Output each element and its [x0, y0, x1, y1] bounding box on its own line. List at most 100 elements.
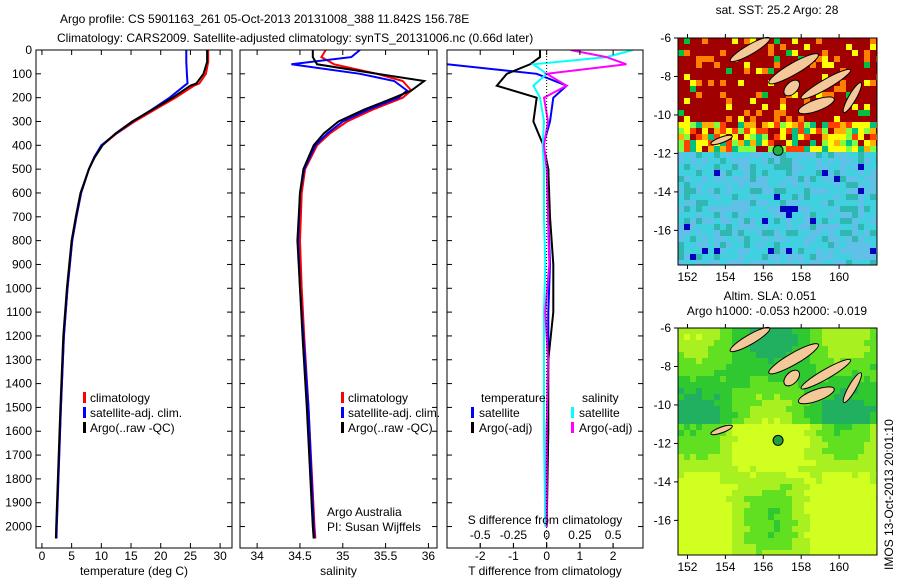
map-cell: [798, 134, 804, 140]
map-cell: [852, 62, 858, 68]
map-cell: [858, 358, 864, 364]
map-cell: [846, 254, 852, 260]
map-cell: [780, 248, 786, 254]
map-cell: [690, 538, 696, 544]
map-cell: [678, 116, 684, 122]
map-cell: [696, 164, 702, 170]
map-cell: [768, 176, 774, 182]
map-cell: [726, 146, 732, 152]
map-cell: [726, 478, 732, 484]
map-cell: [762, 346, 768, 352]
map-cell: [792, 50, 798, 56]
map-cell: [708, 454, 714, 460]
map-cell: [684, 122, 690, 128]
map-cell: [828, 436, 834, 442]
map-cell: [798, 158, 804, 164]
map-cell: [870, 466, 876, 472]
map-cell: [696, 448, 702, 454]
map-cell: [678, 146, 684, 152]
map-cell: [684, 104, 690, 110]
map-cell: [858, 412, 864, 418]
map-cell: [840, 346, 846, 352]
map-cell: [786, 394, 792, 400]
map-cell: [792, 248, 798, 254]
y-tick-label: 0: [25, 43, 32, 57]
map-cell: [798, 80, 804, 86]
map-cell: [720, 394, 726, 400]
map-cell: [744, 86, 750, 92]
map-cell: [732, 352, 738, 358]
map-cell: [834, 406, 840, 412]
map-cell: [816, 50, 822, 56]
map-cell: [828, 442, 834, 448]
map-cell: [744, 526, 750, 532]
map-cell: [810, 400, 816, 406]
map-cell: [822, 412, 828, 418]
map-cell: [756, 170, 762, 176]
map-cell: [678, 188, 684, 194]
map-cell: [846, 442, 852, 448]
map-cell: [858, 364, 864, 370]
map-cell: [858, 50, 864, 56]
map-cell: [732, 218, 738, 224]
map-cell: [690, 182, 696, 188]
map-cell: [798, 520, 804, 526]
map-cell: [834, 466, 840, 472]
map-cell: [780, 122, 786, 128]
map-cell: [858, 140, 864, 146]
map-cell: [714, 388, 720, 394]
map-cell: [690, 206, 696, 212]
map-cell: [678, 424, 684, 430]
map-cell: [780, 230, 786, 236]
map-cell: [786, 104, 792, 110]
map-cell: [804, 508, 810, 514]
map-cell: [870, 146, 876, 152]
map-cell: [852, 346, 858, 352]
map-cell: [702, 466, 708, 472]
map-cell: [738, 80, 744, 86]
map-cell: [858, 466, 864, 472]
map-cell: [810, 406, 816, 412]
map-cell: [762, 248, 768, 254]
map-cell: [756, 490, 762, 496]
map-cell: [786, 188, 792, 194]
map-cell: [750, 514, 756, 520]
map-cell: [846, 484, 852, 490]
map-cell: [870, 382, 876, 388]
map-cell: [774, 508, 780, 514]
map-cell: [810, 206, 816, 212]
map-cell: [768, 98, 774, 104]
map-cell: [822, 128, 828, 134]
map-cell: [804, 334, 810, 340]
map-cell: [774, 56, 780, 62]
map-cell: [750, 116, 756, 122]
map-cell: [810, 532, 816, 538]
map-cell: [762, 200, 768, 206]
map-cell: [732, 242, 738, 248]
map-cell: [738, 212, 744, 218]
map-cell: [858, 182, 864, 188]
island: [710, 134, 733, 146]
map-cell: [684, 514, 690, 520]
legend-swatch: [471, 422, 474, 433]
y-tick-label: 600: [12, 186, 32, 200]
map-cell: [822, 346, 828, 352]
map-cell: [744, 328, 750, 334]
map-cell: [804, 430, 810, 436]
map-cell: [858, 92, 864, 98]
map-cell: [798, 86, 804, 92]
map-cell: [846, 242, 852, 248]
map-cell: [744, 92, 750, 98]
map-cell: [690, 248, 696, 254]
map-cell: [870, 212, 876, 218]
map-cell: [696, 92, 702, 98]
map-cell: [858, 526, 864, 532]
map-cell: [750, 248, 756, 254]
map-cell: [756, 260, 762, 265]
map-cell: [864, 164, 870, 170]
map-cell: [828, 248, 834, 254]
legend-swatch: [571, 422, 574, 433]
map-cell: [720, 242, 726, 248]
map-cell: [870, 496, 876, 502]
